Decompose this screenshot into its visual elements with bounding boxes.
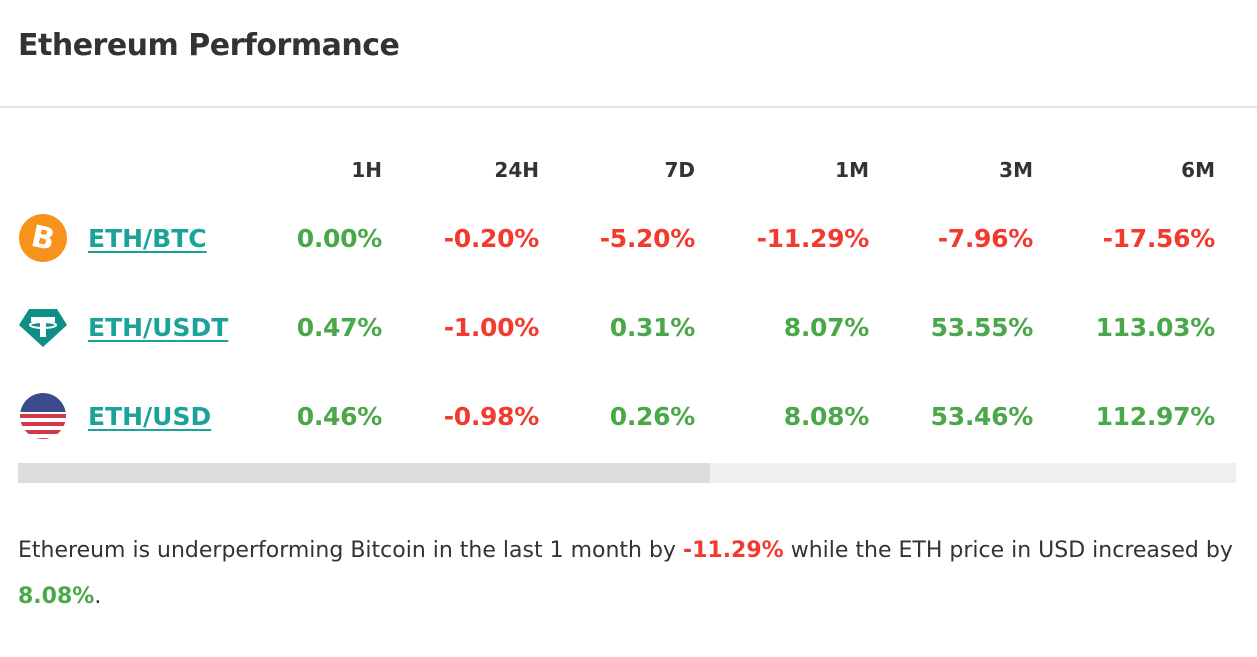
change-value-6m: -17.56% [1102,224,1216,253]
summary-btc-change: -11.29% [682,538,784,563]
horizontal-scrollbar[interactable] [18,463,1236,483]
change-value-24h: -1.00% [443,313,540,342]
summary-usd-change: 8.08% [18,584,95,609]
pair-link[interactable]: ETH/BTC [88,224,207,253]
column-header-6m: 6M [1181,158,1215,182]
change-value-7d: -5.20% [599,224,696,253]
change-value-3m: 53.55% [930,313,1034,342]
summary-text: while the ETH price in USD increased by [783,538,1233,563]
change-value-7d: 0.31% [609,313,696,342]
table-row: ETH/USD 0.46% -0.98% 0.26% 8.08% 53.46% 112.97… [0,392,1257,442]
column-header-1m: 1M [835,158,869,182]
change-value-1m: 8.07% [783,313,870,342]
change-value-1h: 0.46% [296,402,383,431]
change-value-3m: -7.96% [937,224,1034,253]
change-value-24h: -0.20% [443,224,540,253]
divider [0,106,1257,108]
pair-link[interactable]: ETH/USDT [88,313,229,342]
page-title: Ethereum Performance [18,28,400,63]
change-value-24h: -0.98% [443,402,540,431]
us-flag-icon [19,392,67,440]
tether-icon [19,303,67,351]
table-row: ETH/USDT 0.47% -1.00% 0.31% 8.07% 53.55% 113.0… [0,303,1257,353]
scrollbar-thumb[interactable] [18,463,710,483]
summary-text: . [94,584,102,609]
change-value-1h: 0.00% [296,224,383,253]
column-header-3m: 3M [999,158,1033,182]
performance-summary: Ethereum is underperforming Bitcoin in t… [18,528,1238,620]
change-value-1m: 8.08% [783,402,870,431]
column-header-1h: 1H [351,158,382,182]
change-value-1h: 0.47% [296,313,383,342]
column-header-24h: 24H [494,158,539,182]
change-value-6m: 113.03% [1095,313,1216,342]
pair-link[interactable]: ETH/USD [88,402,212,431]
column-header-7d: 7D [664,158,695,182]
change-value-1m: -11.29% [756,224,870,253]
table-row: B ETH/BTC 0.00% -0.20% -5.20% -11.29% -7.96% -… [0,214,1257,264]
summary-text: Ethereum is underperforming Bitcoin in t… [18,538,683,563]
change-value-6m: 112.97% [1095,402,1216,431]
change-value-3m: 53.46% [930,402,1034,431]
change-value-7d: 0.26% [609,402,696,431]
bitcoin-icon: B [19,214,67,262]
